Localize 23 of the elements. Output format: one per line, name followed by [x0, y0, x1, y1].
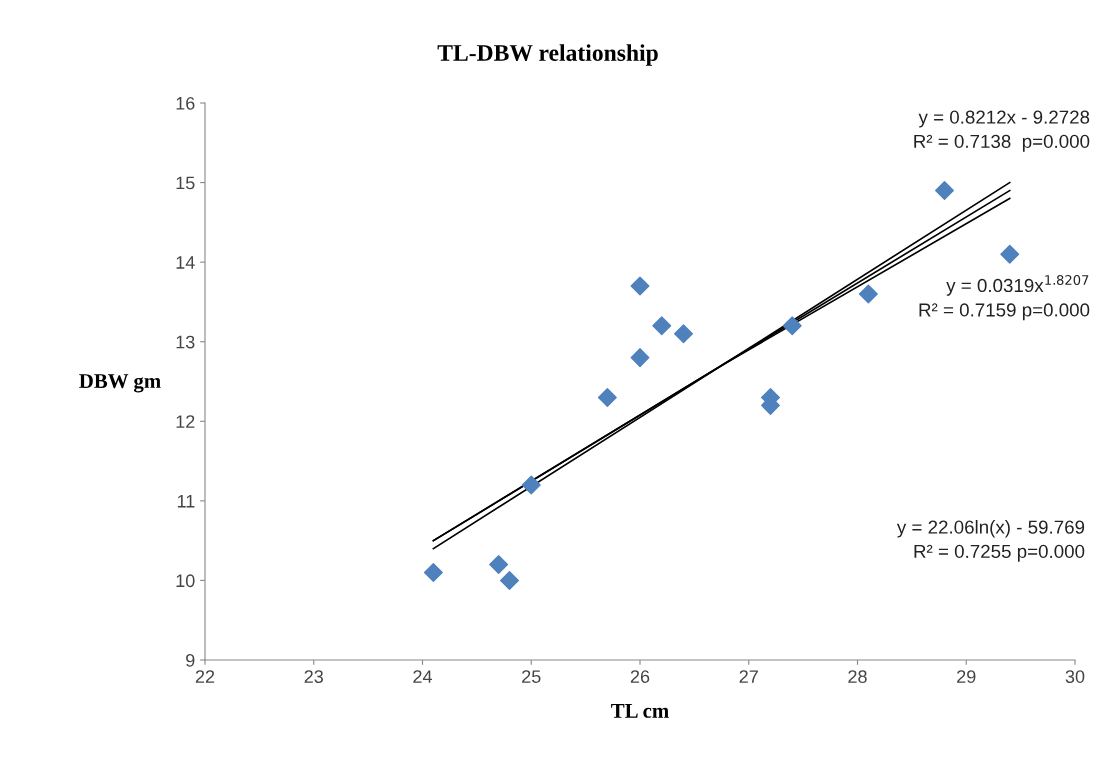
text: y = 0.0319x$^{1.8207}$ R² = 0.7159 p=0.000: [919, 275, 1090, 321]
y-tick-label: 9: [186, 653, 195, 667]
x-axis-title: TL cm: [611, 704, 669, 718]
x-tick-label: 30: [1065, 670, 1085, 683]
x-tick-label: 26: [630, 670, 650, 683]
x-tick-label: 23: [304, 670, 323, 683]
annotation: y = 0.8212x - 9.2728 R² = 0.7138 p=0.000: [914, 110, 1090, 152]
y-tick-label: 12: [176, 415, 195, 428]
x-tick-label: 29: [957, 670, 976, 683]
x-tick-label: 27: [739, 670, 758, 683]
chart-title: TL-DBW relationship: [437, 44, 658, 66]
x-tick-label: 25: [522, 670, 541, 683]
y-tick-label: 10: [176, 574, 195, 588]
y-tick-label: 16: [176, 96, 195, 110]
y-tick-label: 15: [176, 176, 195, 190]
x-tick-label: 22: [195, 670, 215, 683]
annotation: y = 22.06ln(x) - 59.769 R² = 0.7255 p=0.000: [896, 520, 1085, 562]
y-tick-label: 13: [176, 335, 195, 349]
y-tick-label: 11: [177, 494, 195, 508]
y-tick-label: 14: [176, 256, 195, 269]
x-tick-label: 28: [848, 670, 867, 683]
x-tick-label: 24: [413, 670, 433, 683]
y-axis-title: DBW gm: [79, 374, 161, 393]
